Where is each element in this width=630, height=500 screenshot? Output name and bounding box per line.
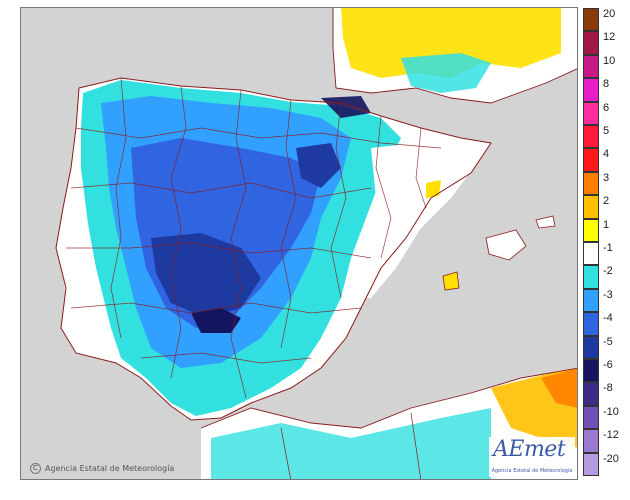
legend-color-2 <box>583 54 599 79</box>
france-anomaly-cool <box>401 53 491 93</box>
aemet-logo: AEmet Agencia Estatal de Meteorología <box>489 437 575 477</box>
legend-color-6 <box>583 148 599 172</box>
legend-color-1 <box>583 31 599 55</box>
province-borders <box>66 77 442 399</box>
legend-color-5 <box>583 125 599 149</box>
color-legend: 20 12 10 8 6 5 4 3 2 1 -1 -2 -3 -4 -5 -6 -8 -10 -12 -20 <box>583 8 630 478</box>
copyright-text: Agencia Estatal de Meteorología <box>45 464 175 473</box>
legend-label: -20 <box>603 452 619 465</box>
legend-label: 3 <box>603 171 610 184</box>
legend-label: -12 <box>603 429 619 442</box>
legend-color-13 <box>583 312 599 336</box>
legend-color-7 <box>583 171 599 196</box>
legend-label: -1 <box>603 242 613 254</box>
legend-label: 10 <box>603 54 616 67</box>
east-coast-neutral <box>351 138 481 298</box>
legend-label: -5 <box>603 335 613 348</box>
legend-color-17 <box>583 405 599 430</box>
logo-subtitle: Agencia Estatal de Meteorología <box>491 468 573 474</box>
legend-label: 20 <box>603 8 616 20</box>
legend-color-14 <box>583 335 599 359</box>
africa-border <box>280 412 422 479</box>
legend-label: 6 <box>603 101 610 114</box>
balearic-menorca <box>535 215 556 229</box>
france-border <box>332 8 577 104</box>
legend-label: -4 <box>603 312 613 325</box>
legend-label: 2 <box>603 195 610 208</box>
copyright-notice: C Agencia Estatal de Meteorología <box>30 463 174 474</box>
pyrenees-anomaly-cold <box>321 96 371 118</box>
legend-color-9 <box>583 218 599 242</box>
map-svg <box>21 8 577 479</box>
legend-label: -2 <box>603 265 613 278</box>
legend-label: 4 <box>603 148 610 161</box>
africa-anomaly-hot <box>541 368 577 408</box>
legend-label: -10 <box>603 405 619 418</box>
temperature-anomaly-map: C Agencia Estatal de Meteorología AEmet A… <box>20 7 578 480</box>
iberia-coastline <box>55 77 492 421</box>
legend-color-12 <box>583 288 599 313</box>
legend-label: 5 <box>603 125 610 137</box>
legend-color-4 <box>583 101 599 125</box>
northeast-anomaly-cold <box>296 143 341 188</box>
legend-label: 1 <box>603 218 610 231</box>
iberia-anomaly-cold <box>151 233 261 318</box>
africa-anomaly-cool <box>211 408 491 479</box>
france-anomaly-warm <box>341 8 561 78</box>
legend-color-19 <box>583 452 599 476</box>
legend-label: -3 <box>603 288 613 301</box>
east-coast-warm-spot <box>426 180 441 198</box>
legend-label: 8 <box>603 78 610 91</box>
legend-label: 12 <box>603 31 616 44</box>
africa-coastline <box>200 367 577 429</box>
legend-color-0 <box>583 8 599 32</box>
balearic-ibiza <box>442 271 460 291</box>
southwest-neutral <box>59 213 106 348</box>
iberia-anomaly-very-cold <box>191 308 241 333</box>
legend-color-11 <box>583 265 599 289</box>
legend-label: -6 <box>603 359 613 371</box>
logo-wordmark: AEmet <box>493 437 566 462</box>
balearic-mallorca <box>485 229 527 261</box>
legend-color-8 <box>583 195 599 219</box>
copyright-icon: C <box>30 463 41 474</box>
legend-color-15 <box>583 359 599 383</box>
legend-color-16 <box>583 382 599 406</box>
legend-color-3 <box>583 78 599 102</box>
legend-label: -8 <box>603 382 613 395</box>
legend-color-10 <box>583 242 599 266</box>
legend-color-18 <box>583 429 599 453</box>
